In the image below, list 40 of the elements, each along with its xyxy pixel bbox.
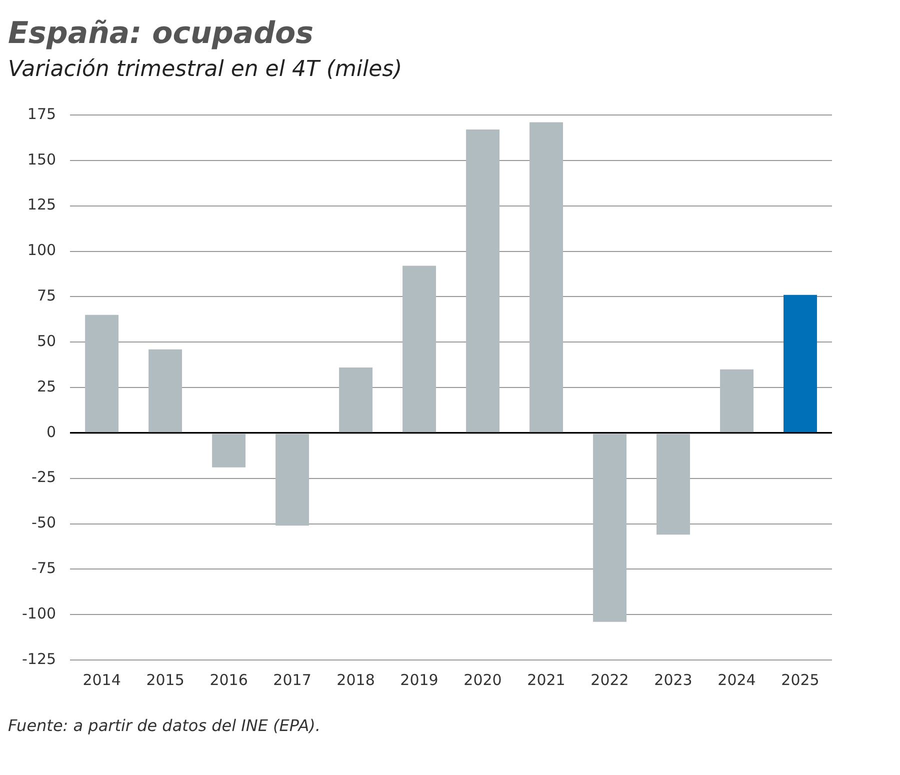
x-tick-label: 2023 <box>654 670 692 689</box>
x-tick-label: 2022 <box>590 670 629 689</box>
y-tick-label: -25 <box>32 468 56 486</box>
bar <box>593 434 626 622</box>
bar <box>530 122 563 432</box>
y-tick-label: 25 <box>36 377 56 396</box>
y-tick-label: 100 <box>27 241 56 260</box>
y-tick-label: -75 <box>32 559 56 578</box>
x-tick-label: 2016 <box>210 670 248 689</box>
x-tick-label: 2019 <box>400 670 438 689</box>
bar <box>212 434 246 468</box>
bar <box>148 349 182 432</box>
x-tick-label: 2020 <box>464 670 502 689</box>
y-tick-label: -100 <box>22 604 56 622</box>
x-tick-label: 2017 <box>273 670 312 689</box>
bar <box>402 266 436 432</box>
x-tick-label: 2021 <box>527 670 566 689</box>
bar <box>466 130 500 432</box>
bar <box>720 369 754 432</box>
bar <box>784 294 817 432</box>
y-tick-label: 150 <box>27 150 56 168</box>
y-tick-label: 0 <box>46 422 56 441</box>
x-tick-label: 2025 <box>781 670 820 689</box>
y-tick-label: -125 <box>22 650 56 668</box>
bar <box>276 434 310 526</box>
x-tick-label: 2014 <box>82 670 121 689</box>
y-tick-label: 50 <box>36 332 56 350</box>
x-tick-label: 2018 <box>336 670 375 689</box>
y-tick-label: 175 <box>27 104 56 123</box>
y-tick-label: 125 <box>27 196 56 214</box>
source-note: Fuente: a partir de datos del INE (EPA). <box>8 716 322 735</box>
x-tick-label: 2024 <box>718 670 756 689</box>
bar <box>339 368 373 432</box>
y-tick-label: 75 <box>36 286 56 305</box>
chart-title: España: ocupados <box>8 16 315 51</box>
chart-subtitle: Variación trimestral en el 4T (miles) <box>8 57 404 82</box>
bar <box>656 434 690 535</box>
y-tick-label: -50 <box>32 514 56 532</box>
bar <box>85 314 119 432</box>
x-tick-label: 2015 <box>146 670 184 689</box>
